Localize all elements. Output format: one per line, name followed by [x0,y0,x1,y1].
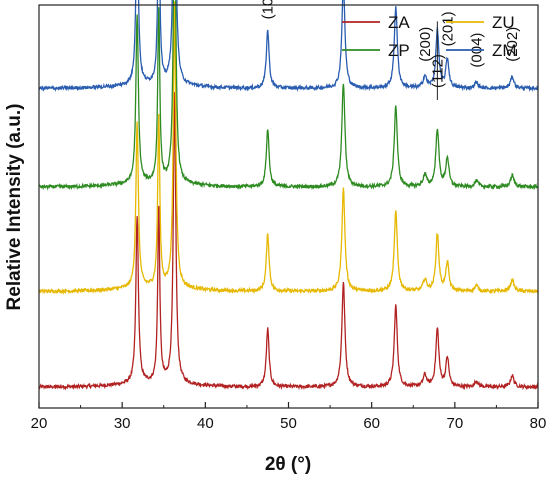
y-axis-title: Relative Intensity (a.u.) [4,104,25,311]
series-line-zm [38,0,538,93]
peak-label: (112) [429,54,446,88]
peak-label: (200) [417,27,434,62]
series-line-zp [38,0,538,191]
peak-label: (202) [504,27,521,62]
legend-label-zm: ZM [492,41,517,60]
x-tick-label: 40 [197,415,214,432]
peak-label: (201) [439,11,456,46]
plot-frame [38,4,539,409]
x-tick-label: 70 [446,415,463,432]
x-tick-label: 30 [114,415,131,432]
series-layer [38,0,539,391]
series-line-zu [38,1,539,296]
peak-label: (102) [260,0,277,19]
legend-label-zu: ZU [492,13,515,32]
x-axis-title: 2θ (°) [265,454,311,475]
legend-label-zp: ZP [388,41,410,60]
legend: ZA ZU ZP ZM [342,13,517,60]
peak-labels: (100)(002)(101)(102)(110)(103)(200)(112)… [260,0,521,100]
x-axis-ticks: 20 30 40 50 60 70 80 [31,402,547,432]
x-tick-label: 50 [280,415,297,432]
x-tick-label: 80 [530,415,547,432]
legend-label-za: ZA [388,13,410,32]
x-tick-label: 20 [31,415,48,432]
x-tick-label: 60 [363,415,380,432]
series-line-za [38,92,539,391]
